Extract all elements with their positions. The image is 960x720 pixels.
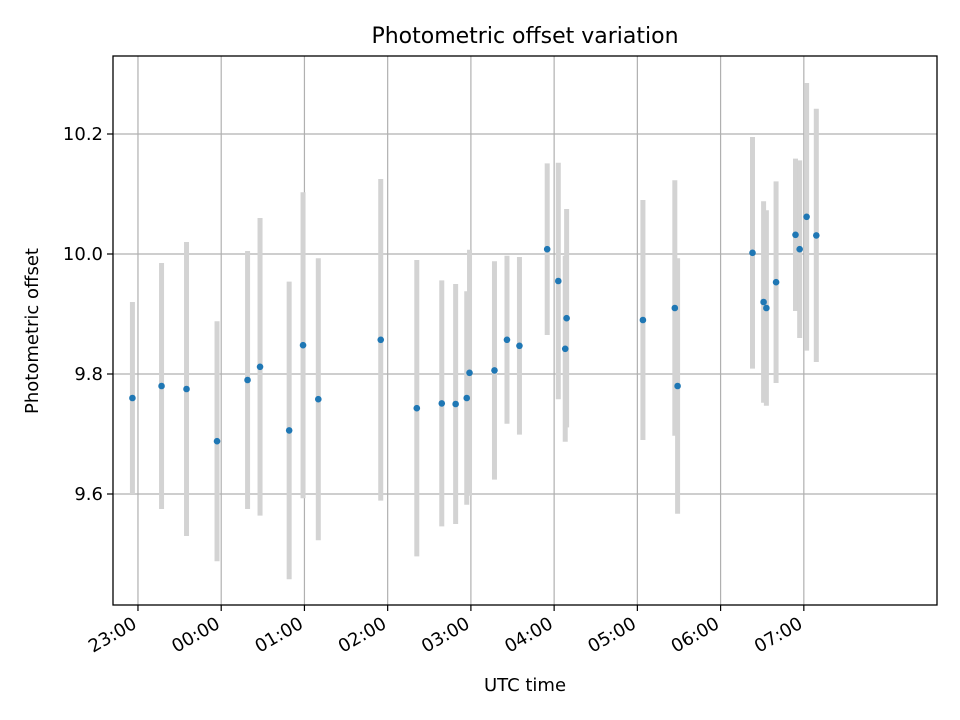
x-axis-label: UTC time — [484, 675, 566, 696]
data-point — [563, 314, 570, 322]
data-point — [674, 382, 681, 390]
point-layer — [129, 213, 820, 445]
data-point — [749, 249, 756, 257]
data-point — [763, 304, 770, 312]
y-tick-label: 10.2 — [63, 124, 103, 145]
x-tick-label: 05:00 — [584, 613, 639, 657]
tick-layer: 23:00 00:00 01:00 02:00 03:00 04:00 05:00 06:00… — [63, 124, 806, 657]
data-point — [671, 304, 679, 312]
x-tick-label: 03:00 — [418, 613, 473, 657]
data-point — [299, 341, 307, 349]
x-tick-label: 23:00 — [85, 613, 140, 657]
data-point — [543, 245, 551, 253]
data-point — [792, 231, 799, 239]
plot-frame — [112, 55, 938, 606]
data-point — [639, 316, 647, 324]
errorbar-layer — [129, 83, 819, 580]
data-point — [285, 427, 293, 434]
y-axis-label: Photometric offset — [22, 248, 43, 414]
data-point — [796, 245, 803, 253]
data-point — [315, 395, 322, 403]
data-point — [760, 298, 767, 306]
data-point — [413, 404, 421, 412]
data-point — [158, 382, 165, 390]
data-point — [256, 363, 264, 371]
data-point — [554, 277, 562, 285]
chart-title: Photometric offset variation — [371, 24, 678, 49]
x-tick-label: 06:00 — [668, 613, 723, 657]
x-tick-label: 07:00 — [751, 613, 806, 657]
data-point — [803, 213, 810, 221]
data-point — [463, 394, 471, 402]
data-point — [213, 437, 221, 445]
data-point — [503, 336, 511, 344]
y-tick-label: 9.6 — [74, 484, 103, 505]
x-tick-label: 04:00 — [501, 613, 556, 657]
y-tick-label: 10.0 — [63, 244, 103, 265]
data-point — [772, 278, 780, 286]
data-point — [466, 369, 473, 377]
x-tick-label: 01:00 — [252, 613, 307, 657]
x-tick-label: 02:00 — [335, 613, 390, 657]
data-point — [452, 400, 459, 408]
grid-layer — [113, 56, 937, 605]
y-tick-label: 9.8 — [74, 364, 103, 385]
data-point — [183, 385, 190, 393]
x-tick-label: 00:00 — [168, 613, 223, 657]
data-point — [377, 336, 385, 344]
data-point — [813, 232, 820, 239]
data-point — [491, 367, 498, 374]
data-point — [438, 400, 446, 407]
data-point — [561, 345, 569, 353]
data-point — [516, 342, 523, 350]
data-point — [129, 394, 136, 402]
data-point — [244, 376, 251, 384]
